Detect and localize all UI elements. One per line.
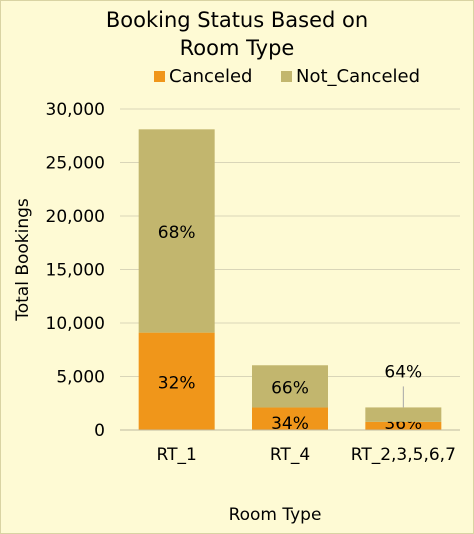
- y-tick-label: 5,000: [56, 368, 105, 388]
- chart-title-line-1: Booking Status Based on: [105, 8, 369, 32]
- y-tick-label: 0: [94, 421, 105, 441]
- bar-canceled: [252, 407, 328, 430]
- bar-canceled: [138, 332, 215, 430]
- bar-not-canceled: [252, 365, 328, 408]
- data-label-not-canceled: 66%: [271, 378, 309, 398]
- x-tick-label: RT_2,3,5,6,7: [351, 445, 456, 465]
- y-axis-title: Total Bookings: [13, 198, 33, 322]
- legend-label-canceled: Canceled: [169, 66, 253, 87]
- legend-swatch-not-canceled: [281, 71, 292, 82]
- y-tick-label: 15,000: [46, 261, 105, 281]
- x-tick-label: RT_1: [157, 445, 197, 465]
- y-tick-label: 10,000: [46, 314, 105, 334]
- x-tick-label: RT_4: [270, 445, 310, 465]
- legend-label-not-canceled: Not_Canceled: [296, 66, 421, 87]
- legend-item-not-canceled: Not_Canceled: [281, 66, 420, 87]
- data-label-not-canceled: 68%: [158, 223, 196, 243]
- y-tick-label: 25,000: [46, 154, 105, 174]
- legend-swatch-canceled: [154, 71, 165, 82]
- legend-item-canceled: Canceled: [154, 66, 252, 87]
- y-tick-label: 30,000: [46, 100, 105, 120]
- bar-not-canceled: [365, 407, 442, 422]
- data-label-not-canceled: 64%: [384, 362, 422, 382]
- x-axis-title: Room Type: [229, 505, 322, 525]
- data-label-canceled: 34%: [271, 414, 309, 434]
- y-tick-label: 20,000: [46, 207, 105, 227]
- data-label-canceled: 32%: [158, 373, 196, 393]
- bar-not-canceled: [138, 129, 215, 333]
- chart-title-line-2: Room Type: [179, 36, 295, 60]
- bar-canceled: [365, 421, 442, 430]
